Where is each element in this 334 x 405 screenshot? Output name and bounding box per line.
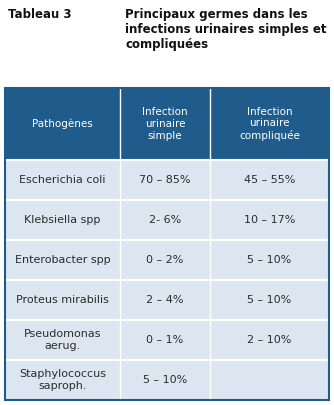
- Text: 45 – 55%: 45 – 55%: [244, 175, 295, 185]
- Bar: [5, 360, 329, 400]
- Text: Infection
urinaire
compliquée: Infection urinaire compliquée: [239, 107, 300, 141]
- Bar: [5, 240, 329, 280]
- Text: Infection
urinaire
simple: Infection urinaire simple: [142, 107, 188, 141]
- Text: Escherichia coli: Escherichia coli: [19, 175, 106, 185]
- Text: 0 – 2%: 0 – 2%: [146, 255, 184, 265]
- Text: Pseudomonas
aerug.: Pseudomonas aerug.: [24, 329, 101, 351]
- Text: 70 – 85%: 70 – 85%: [139, 175, 191, 185]
- Text: Principaux germes dans les
infections urinaires simples et
compliquées: Principaux germes dans les infections ur…: [125, 8, 327, 51]
- Text: 2- 6%: 2- 6%: [149, 215, 181, 225]
- Bar: [5, 88, 329, 400]
- Bar: [5, 320, 329, 360]
- Text: Enterobacter spp: Enterobacter spp: [15, 255, 110, 265]
- Bar: [5, 280, 329, 320]
- Text: 2 – 4%: 2 – 4%: [146, 295, 184, 305]
- Text: 5 – 10%: 5 – 10%: [247, 255, 292, 265]
- Text: Proteus mirabilis: Proteus mirabilis: [16, 295, 109, 305]
- Bar: [5, 88, 329, 160]
- Text: 5 – 10%: 5 – 10%: [143, 375, 187, 385]
- Text: 10 – 17%: 10 – 17%: [244, 215, 295, 225]
- Text: 5 – 10%: 5 – 10%: [247, 295, 292, 305]
- Text: Staphylococcus
saproph.: Staphylococcus saproph.: [19, 369, 106, 391]
- Text: Tableau 3: Tableau 3: [8, 8, 71, 21]
- Text: 2 – 10%: 2 – 10%: [247, 335, 292, 345]
- Text: 0 – 1%: 0 – 1%: [146, 335, 184, 345]
- Text: Klebsiella spp: Klebsiella spp: [24, 215, 101, 225]
- Bar: [0, 0, 334, 88]
- Bar: [5, 160, 329, 200]
- Text: Pathogènes: Pathogènes: [32, 119, 93, 129]
- Bar: [5, 200, 329, 240]
